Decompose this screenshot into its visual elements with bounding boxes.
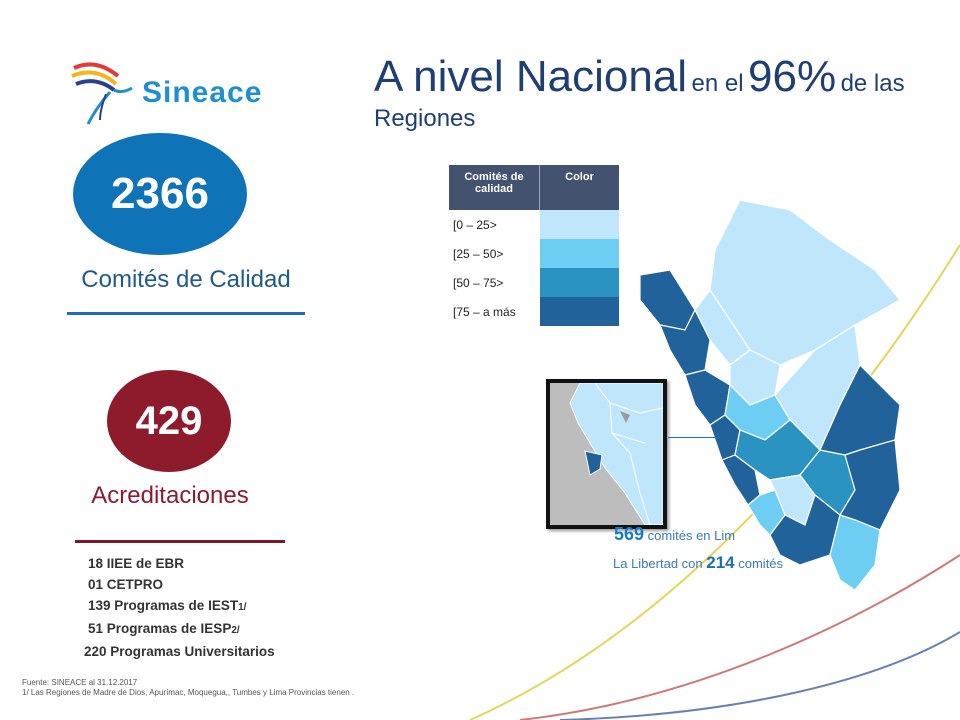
legend-swatch <box>540 210 619 239</box>
hummingbird-icon <box>71 62 133 125</box>
legend-col-comites: Comités de calidad <box>449 165 540 210</box>
logo-text: Sineace <box>142 76 263 109</box>
list-item: 18 IIEE de EBR <box>88 556 185 571</box>
legend-col-color: Color <box>565 171 594 183</box>
legend-swatch <box>540 268 619 297</box>
title-part2: en el <box>691 70 744 97</box>
list-item: 51 Programas de IESP2/ <box>88 621 240 636</box>
acreditaciones-label: Acreditaciones <box>91 482 249 509</box>
la-libertad-caption: comités <box>738 556 784 571</box>
legend-row: [25 – 50> <box>449 239 619 268</box>
peru-regions-map <box>639 199 901 591</box>
page-title: A nivel Nacional en el 96% de las Region… <box>374 52 954 132</box>
lima-detail-map <box>569 383 663 525</box>
footnote-line: 1/ Las Regiones de Madre de Dios, Apurím… <box>22 688 355 697</box>
title-part4: de las <box>840 70 905 97</box>
source-line: Fuente: SINEACE al 31.12.2017 <box>22 678 138 687</box>
lima-caption: comités en Lim <box>647 528 736 543</box>
acreditaciones-list: 18 IIEE de EBR 01 CETPRO 139 Programas d… <box>84 553 324 662</box>
sineace-logo: Sineace <box>66 58 286 130</box>
map-legend: Comités de calidad Color [0 – 25> [25 – … <box>449 165 619 326</box>
comites-value: 2366 <box>111 169 209 218</box>
list-item: 220 Programas Universitarios <box>84 644 275 659</box>
acreditaciones-divider <box>75 540 285 543</box>
title-part1: A nivel Nacional <box>374 52 688 101</box>
lima-callout: 569 comités en Lim <box>614 524 735 545</box>
legend-header: Comités de calidad Color <box>449 165 619 210</box>
legend-row: [75 – a más <box>449 297 619 326</box>
list-item: 139 Programas de IEST1/ <box>88 598 247 613</box>
legend-swatch <box>540 239 619 268</box>
acreditaciones-value: 429 <box>135 398 203 443</box>
comites-divider <box>67 312 305 315</box>
list-item: 01 CETPRO <box>88 577 164 592</box>
inset-connector <box>668 437 720 438</box>
acreditaciones-count-circle: 429 <box>107 370 231 472</box>
title-part3: 96% <box>748 52 837 101</box>
title-part5: Regiones <box>374 104 476 132</box>
legend-swatch <box>540 297 619 326</box>
comites-label: Comités de Calidad <box>81 266 291 293</box>
source-footnote: Fuente: SINEACE al 31.12.2017 1/ Las Reg… <box>22 678 354 698</box>
la-libertad-number: 214 <box>706 553 735 572</box>
lima-inset-map <box>546 379 667 529</box>
lima-number: 569 <box>614 524 645 544</box>
la-libertad-callout: La Libertad con 214 comités <box>613 553 783 573</box>
comites-count-circle: 2366 <box>73 133 247 255</box>
legend-row: [50 – 75> <box>449 268 619 297</box>
la-libertad-prefix: La Libertad con <box>613 556 703 571</box>
legend-row: [0 – 25> <box>449 210 619 239</box>
